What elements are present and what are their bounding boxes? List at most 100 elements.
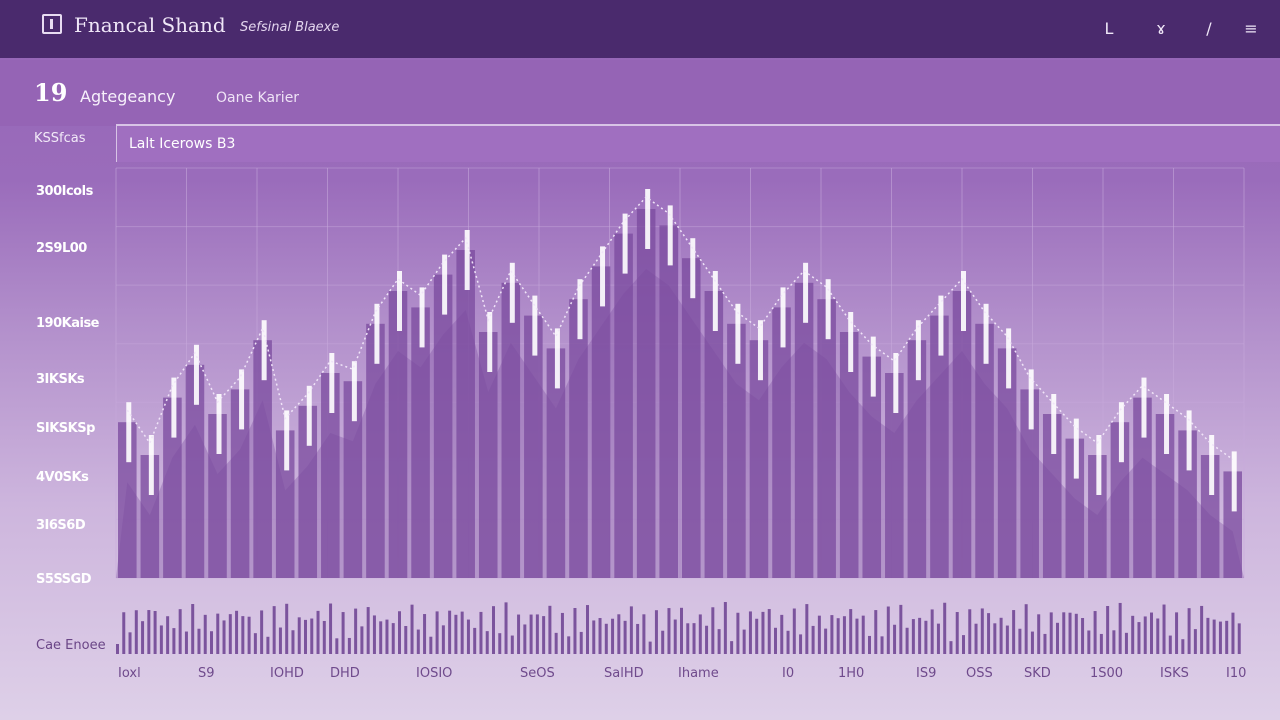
volume-bar <box>235 610 239 654</box>
price-bar <box>230 389 250 578</box>
volume-bar <box>1231 612 1235 654</box>
candle-wick <box>464 230 470 290</box>
candle-wick <box>915 320 921 381</box>
price-bar <box>997 348 1017 578</box>
volume-bar <box>460 611 464 654</box>
volume-bar <box>1081 618 1085 654</box>
volume-bar <box>1087 630 1091 654</box>
volume-bar <box>1137 622 1141 654</box>
volume-bar <box>993 623 997 654</box>
y-tick-label: S5SSGD <box>36 572 92 587</box>
volume-bar <box>1037 614 1041 654</box>
volume-bar <box>272 606 276 654</box>
summary-secondary[interactable]: Oane Karier <box>216 90 300 106</box>
volume-bar <box>1162 604 1166 654</box>
volume-bar <box>899 604 903 654</box>
volume-bar <box>548 605 552 654</box>
volume-bar <box>987 613 991 654</box>
y-tick-label: 3IKSKs <box>36 372 85 387</box>
price-bar <box>433 274 453 578</box>
volume-bar <box>817 615 821 654</box>
volume-bar <box>329 603 333 654</box>
price-bar <box>185 364 205 578</box>
volume-bar <box>310 618 314 654</box>
volume-bar <box>861 615 865 654</box>
candle-wick <box>712 271 718 331</box>
volume-bar <box>836 618 840 654</box>
volume-bar <box>686 623 690 654</box>
price-bar <box>839 332 859 578</box>
candle-wick <box>577 279 583 340</box>
x-tick-label: ISKS <box>1160 666 1189 681</box>
candle-wick <box>848 312 854 372</box>
volume-bar <box>216 613 220 654</box>
volume-bar <box>379 621 383 654</box>
volume-bar <box>654 610 658 654</box>
price-bar <box>163 397 182 578</box>
volume-bar <box>504 602 508 654</box>
volume-bar <box>792 608 796 654</box>
volume-bar <box>586 605 589 654</box>
volume-bar <box>423 614 427 654</box>
volume-bar <box>1193 629 1197 654</box>
volume-bar <box>918 617 922 654</box>
volume-bar <box>805 604 809 654</box>
x-tick-label: I10 <box>1226 666 1247 681</box>
candle-wick <box>171 377 177 438</box>
volume-bar <box>159 625 163 654</box>
volume-bar <box>429 636 433 654</box>
menu-icon[interactable]: ≡ <box>1244 19 1258 38</box>
price-bar <box>366 323 385 578</box>
volume-bar <box>304 619 307 654</box>
candle-wick <box>532 295 538 356</box>
volume-bar <box>435 611 439 654</box>
l-icon[interactable]: L <box>1104 19 1114 38</box>
y-tick-label: 2S9L00 <box>36 241 87 256</box>
price-bar <box>275 430 295 578</box>
volume-bar <box>1225 620 1229 654</box>
price-bar <box>727 323 746 578</box>
volume-bar <box>604 623 608 654</box>
volume-bar <box>886 606 890 654</box>
price-bar <box>1133 397 1152 578</box>
volume-bar <box>241 616 245 654</box>
chart-toolbar[interactable]: Lalt Icerows B3 <box>116 124 1280 162</box>
pen-icon[interactable]: ɤ <box>1156 19 1166 38</box>
volume-bar <box>579 631 583 654</box>
app-logo-icon[interactable] <box>42 14 62 34</box>
price-bar <box>411 307 430 578</box>
x-tick-label: 1S00 <box>1090 666 1124 681</box>
y-tick-label: 4V0SKs <box>36 470 89 485</box>
price-bar <box>794 282 814 578</box>
volume-bar <box>191 604 195 654</box>
price-bar <box>343 381 363 578</box>
volume-bar <box>391 623 395 654</box>
volume-bar <box>742 629 746 654</box>
price-bar <box>1042 414 1062 578</box>
slash-icon[interactable]: / <box>1206 19 1212 38</box>
price-bar <box>1178 430 1197 578</box>
volume-bar <box>849 609 853 654</box>
volume-bar <box>1150 612 1153 654</box>
price-bar <box>772 307 791 578</box>
volume-bar <box>824 628 828 654</box>
volume-bar <box>184 631 188 654</box>
price-bar <box>682 258 701 578</box>
price-bar <box>388 291 408 578</box>
candle-wick <box>1073 418 1079 479</box>
price-bar <box>1065 438 1085 578</box>
volume-bar <box>598 618 602 654</box>
volume-bar <box>1143 616 1147 654</box>
volume-bar <box>1156 618 1160 654</box>
volume-bar <box>1043 633 1047 654</box>
volume-bar <box>479 611 483 654</box>
volume-bar <box>968 609 972 654</box>
app-subtitle: Sefsinal Blaexe <box>240 20 340 35</box>
volume-bar <box>673 619 677 654</box>
volume-bar <box>1168 635 1172 654</box>
price-bar <box>456 250 475 578</box>
price-bar <box>885 373 904 578</box>
volume-bar <box>210 631 213 654</box>
volume-bar <box>1181 639 1185 654</box>
